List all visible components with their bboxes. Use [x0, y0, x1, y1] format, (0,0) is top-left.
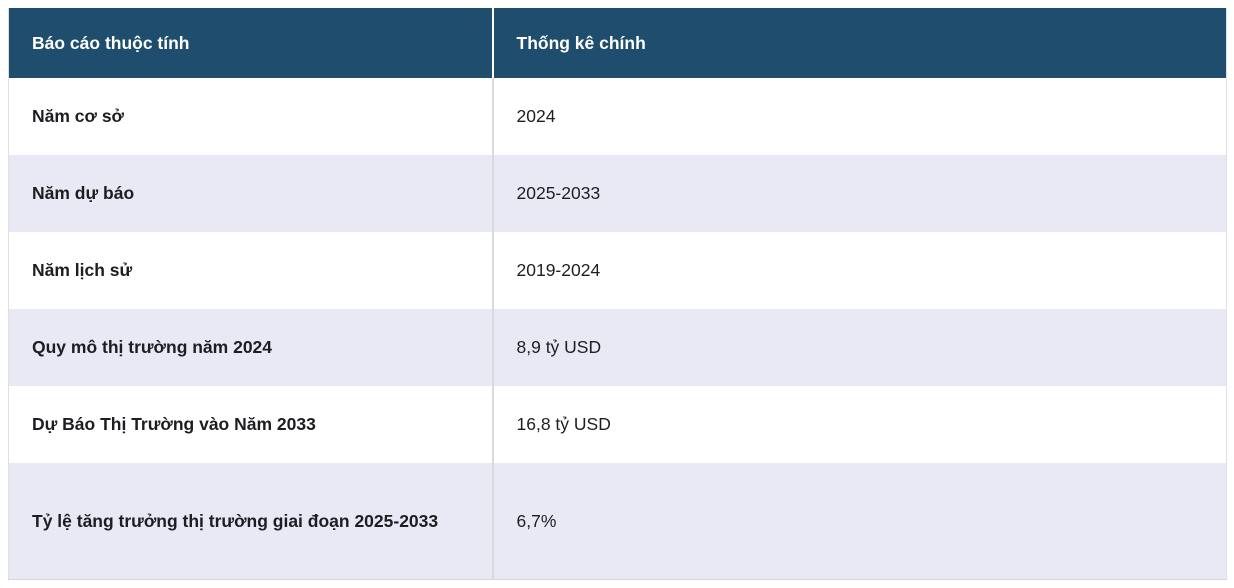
row-attribute-historical-years: Năm lịch sử — [8, 232, 493, 309]
table-row: Tỷ lệ tăng trưởng thị trường giai đoạn 2… — [8, 463, 1227, 579]
row-attribute-growth-rate: Tỷ lệ tăng trưởng thị trường giai đoạn 2… — [8, 463, 493, 579]
table-row: Quy mô thị trường năm 2024 8,9 tỷ USD — [8, 309, 1227, 386]
row-value-growth-rate: 6,7% — [491, 463, 1227, 579]
header-report-attribute: Báo cáo thuộc tính — [8, 8, 493, 78]
row-value-historical-years: 2019-2024 — [491, 232, 1227, 309]
row-attribute-market-forecast-2033: Dự Báo Thị Trường vào Năm 2033 — [8, 386, 493, 463]
table-row: Dự Báo Thị Trường vào Năm 2033 16,8 tỷ U… — [8, 386, 1227, 463]
header-row: Báo cáo thuộc tính Thống kê chính — [8, 8, 1227, 78]
row-value-forecast-years: 2025-2033 — [491, 155, 1227, 232]
table-row: Năm lịch sử 2019-2024 — [8, 232, 1227, 309]
table-body: Năm cơ sở 2024 Năm dự báo 2025-2033 Năm … — [8, 78, 1227, 579]
table-header: Báo cáo thuộc tính Thống kê chính — [8, 8, 1227, 78]
table-row: Năm cơ sở 2024 — [8, 78, 1227, 155]
row-value-market-size-2024: 8,9 tỷ USD — [491, 309, 1227, 386]
table-row: Năm dự báo 2025-2033 — [8, 155, 1227, 232]
report-attributes-table: Báo cáo thuộc tính Thống kê chính Năm cơ… — [8, 8, 1227, 580]
row-attribute-market-size-2024: Quy mô thị trường năm 2024 — [8, 309, 493, 386]
row-value-market-forecast-2033: 16,8 tỷ USD — [491, 386, 1227, 463]
row-attribute-base-year: Năm cơ sở — [8, 78, 493, 155]
row-attribute-forecast-years: Năm dự báo — [8, 155, 493, 232]
row-value-base-year: 2024 — [491, 78, 1227, 155]
header-key-statistics: Thống kê chính — [491, 8, 1227, 78]
